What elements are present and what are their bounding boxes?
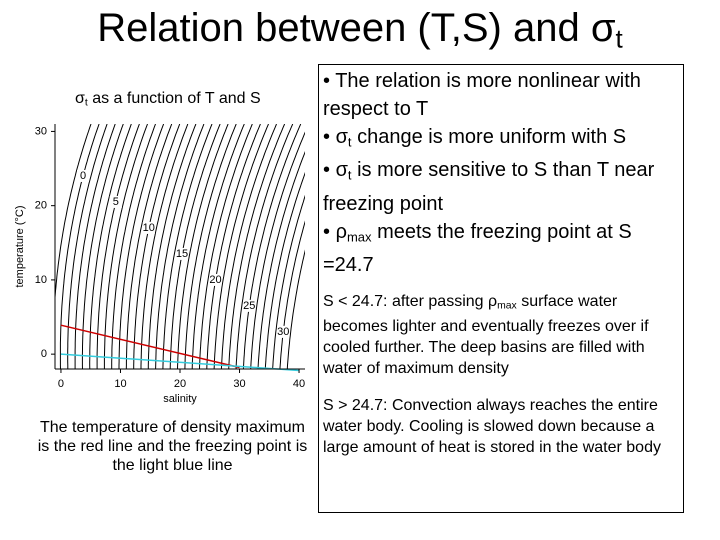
contour-line [177,124,229,369]
subscript: t [84,97,88,109]
contour-line [242,124,302,369]
x-axis-label: salinity [163,393,197,405]
paragraph: S < 24.7: after passing ρmax surface wat… [323,291,679,380]
bullet: ρmax meets the freezing point at S =24.7 [323,218,679,279]
text-run: The relation is more nonlinear with resp… [323,70,641,120]
contour-line [257,150,305,369]
contour-line [162,124,213,369]
contour-label: 0 [80,170,86,182]
contour-label-bg [109,195,122,208]
contour-line [286,249,305,369]
subscript: t [347,167,352,183]
text-run: S < 24.7: after passing [323,292,488,310]
contours [55,124,305,369]
contour-line [228,124,286,369]
bullet: σt change is more uniform with S [323,123,679,156]
y-tick-label: 0 [41,348,47,360]
contour-line [155,124,205,369]
y-axis-label: temperature (°C) [14,205,26,287]
contour-line [220,124,277,369]
x-tick-label: 20 [174,378,186,390]
contour-line [140,124,189,369]
paragraph: S > 24.7: Convection always reaches the … [323,395,679,458]
subscript: max [346,228,372,244]
text-run: σ [590,6,616,50]
contour-label-bg [142,221,155,234]
contour-line [125,124,173,369]
bullet: The relation is more nonlinear with resp… [323,67,679,123]
text-run: σ [335,126,348,148]
contour-line [67,124,108,369]
figure-note: The temperature of density maximum is th… [37,419,308,474]
text-run: Relation between (T,S) and [97,6,591,50]
contour-line [206,124,261,369]
text-run: ρ [488,292,498,310]
contour-label-bg [277,325,290,338]
contour-label: 10 [143,222,155,234]
text-run: as a function of T and S [87,90,261,107]
contour-line [111,124,156,369]
line [60,324,240,369]
text-run: is more sensitive to S than T near freez… [323,159,655,215]
subscript: t [347,134,352,150]
y-tick-label: 30 [35,125,47,137]
contour-line [235,124,294,369]
contour-line [250,131,305,369]
contour-label-bg [209,273,222,286]
contour-line [184,124,237,369]
bullet: σt is more sensitive to S than T near fr… [323,156,679,217]
slide-title: Relation between (T,S) and σt [0,6,720,55]
contour-line [103,124,148,369]
x-tick-label: 10 [114,378,126,390]
contour-label-bg [77,169,90,182]
contour-label: 20 [209,274,221,286]
text-box: The relation is more nonlinear with resp… [318,64,684,513]
contour-label: 30 [277,326,289,338]
contour-line [147,124,197,369]
paragraphs: S < 24.7: after passing ρmax surface wat… [323,291,679,459]
x-tick-label: 0 [58,378,64,390]
contour-line [96,124,140,369]
contour-line [213,124,269,369]
text-run: meets the freezing point at S =24.7 [323,220,632,276]
x-tick-label: 30 [233,378,245,390]
contour-label: 25 [243,300,255,312]
contour-label-bg [176,247,189,260]
x-tick-label: 40 [293,378,305,390]
contour-line [89,124,132,369]
contour-label: 5 [113,196,119,208]
contour-line [264,171,305,369]
text-run: S > 24.7: Convection always reaches the … [323,397,661,457]
text-run: σ [335,159,348,182]
subscript: max [497,300,517,312]
bullet-list: The relation is more nonlinear with resp… [323,67,679,279]
contour-line [133,124,181,369]
contour-line [81,124,124,369]
contour-line [169,124,221,369]
text-run: surface water becomes lighter and eventu… [323,292,649,378]
contour-line [118,124,165,369]
contour-label-bg [243,299,256,312]
contour-line [55,124,92,305]
text-run: ρ [335,220,347,243]
text-run: change is more uniform with S [351,126,627,148]
y-tick-label: 10 [35,274,47,286]
contour-line [191,124,245,369]
subscript: t [615,23,623,54]
chart: 0 5 10 15 20 25 30 0 10 20 30 40 0 10 20 30 salinity temp… [14,124,305,405]
text-run: σ [75,90,85,107]
contour-line [199,124,253,369]
contour-label: 15 [176,248,188,260]
y-tick-label: 20 [35,200,47,212]
contour-line [59,124,100,369]
line [60,353,300,372]
contour-line [272,194,305,369]
figure-caption: σt as a function of T and S [75,90,261,109]
